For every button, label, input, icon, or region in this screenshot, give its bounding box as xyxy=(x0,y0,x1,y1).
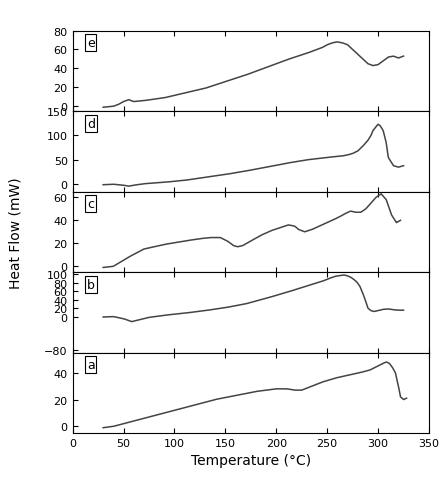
X-axis label: Temperature (°C): Temperature (°C) xyxy=(191,454,311,468)
Text: d: d xyxy=(87,118,95,130)
Text: e: e xyxy=(87,37,95,50)
Text: Heat Flow (mW): Heat Flow (mW) xyxy=(8,177,22,288)
Text: b: b xyxy=(87,278,95,291)
Text: c: c xyxy=(87,198,94,211)
Text: a: a xyxy=(87,359,95,371)
